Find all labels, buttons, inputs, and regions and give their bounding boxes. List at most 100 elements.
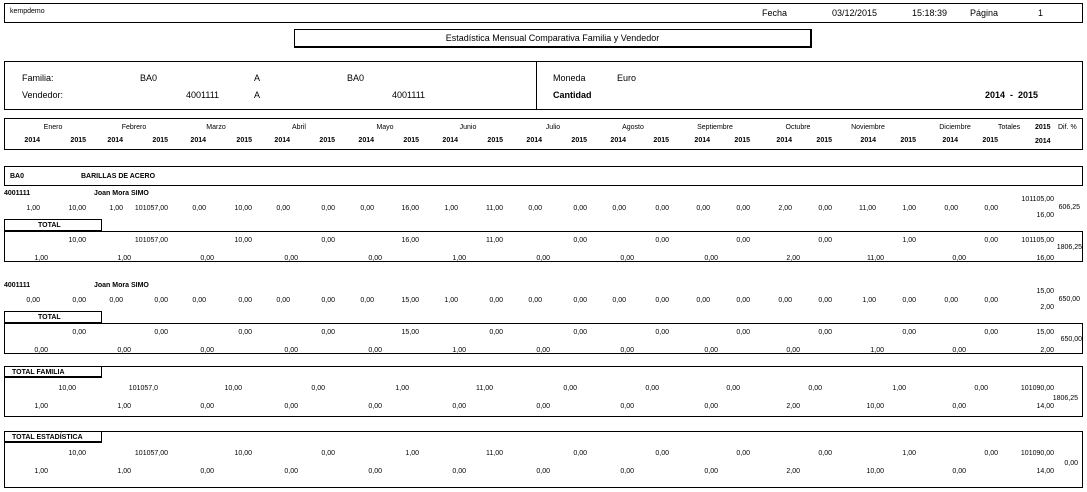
total-familia-box <box>4 366 1083 417</box>
year-header-2015: 2015 <box>152 137 168 144</box>
report-title: Estadística Mensual Comparativa Familia … <box>294 29 812 48</box>
familia-to: BA0 <box>347 73 365 83</box>
dif-label: Dif. % <box>1058 124 1077 131</box>
total-estadistica-value-2015: 0,00 <box>321 450 335 457</box>
vendor-code: 4001111 <box>4 282 31 289</box>
totales-year-2015: 2015 <box>1035 124 1051 131</box>
total-familia-value-2015: 1,00 <box>395 385 409 392</box>
month-header: Septiembre <box>697 124 733 131</box>
total-dif: 1806,25 <box>1056 244 1082 251</box>
total-estadistica-value-2014: 0,00 <box>536 468 550 475</box>
total-value-2014: 0,00 <box>620 347 634 354</box>
filters-divider <box>536 61 537 110</box>
total-value-2015: 16,00 <box>401 237 419 244</box>
total-estadistica-box <box>4 431 1083 488</box>
family-code: BA0 <box>10 173 25 180</box>
moneda-value: Euro <box>617 73 637 83</box>
year-header-2015: 2015 <box>653 137 669 144</box>
detail-value: 0,00 <box>984 297 998 304</box>
total-estadistica-value-2015: 1,00 <box>902 450 916 457</box>
total-value-2014: 1,00 <box>452 255 466 262</box>
year-header-2014: 2014 <box>190 137 206 144</box>
total-familia-value-2015: 11,00 <box>476 385 493 392</box>
vendor-name: Joan Mora SIMO <box>94 190 149 197</box>
year-header-2015: 2015 <box>900 137 916 144</box>
report-header <box>4 3 1083 23</box>
total-rows-box <box>4 323 1083 354</box>
year-header-2014: 2014 <box>860 137 876 144</box>
detail-value: 0,00 <box>736 297 750 304</box>
total-value-2015: 101057,00 <box>134 237 168 244</box>
detail-value: 0,00 <box>902 297 916 304</box>
total-value-2014: 0,00 <box>117 347 131 354</box>
detail-value: 0,00 <box>528 205 542 212</box>
month-header: Abril <box>291 124 306 131</box>
detail-value: 0,00 <box>360 297 374 304</box>
total-estadistica-value-2014: 0,00 <box>200 468 214 475</box>
detail-value: 0,00 <box>818 297 832 304</box>
year-header-2015: 2015 <box>571 137 587 144</box>
total-value-2014: 0,00 <box>200 255 214 262</box>
total-familia-value-2015: 0,00 <box>974 385 988 392</box>
detail-value: 0,00 <box>818 205 832 212</box>
total-rows-box <box>4 231 1083 262</box>
detail-value: 0,00 <box>944 297 958 304</box>
year-header-2014: 2014 <box>694 137 710 144</box>
total-value-2014: 0,00 <box>952 255 966 262</box>
total-estadistica-value-2015: 10,00 <box>234 450 252 457</box>
detail-value: 0,00 <box>655 297 669 304</box>
year-header-2015: 2015 <box>734 137 750 144</box>
month-header: Enero <box>43 124 63 131</box>
total-value-2014: 0,00 <box>786 347 800 354</box>
total-value-2015: 0,00 <box>573 329 587 336</box>
total-estadistica-value-2014: 0,00 <box>704 468 718 475</box>
total-familia-label-box <box>4 366 102 378</box>
year-header-2015: 2015 <box>816 137 832 144</box>
detail-value: 0,00 <box>276 205 290 212</box>
detail-value: 1,00 <box>444 205 458 212</box>
total-estadistica-value-2015: 0,00 <box>655 450 669 457</box>
vendor-name: Joan Mora SIMO <box>94 282 149 289</box>
total-value-2014: 0,00 <box>34 347 48 354</box>
detail-value: 0,00 <box>489 297 503 304</box>
total-value-2014: 11,00 <box>867 255 884 262</box>
detail-value: 0,00 <box>109 297 123 304</box>
detail-value: 0,00 <box>192 297 206 304</box>
total-estadistica-value-2014: 10,00 <box>866 468 884 475</box>
time-value: 15:18:39 <box>912 8 948 18</box>
detail-value: 0,00 <box>612 297 626 304</box>
month-header: Mayo <box>376 124 394 131</box>
detail-value: 0,00 <box>192 205 206 212</box>
vendedor-from: 4001111 <box>186 90 220 100</box>
total-familia-value-2015: 10,00 <box>58 385 76 392</box>
year-header-2015: 2015 <box>319 137 335 144</box>
total-estadistica-value-2015: 1,00 <box>405 450 419 457</box>
detail-value: 0,00 <box>984 205 998 212</box>
total-value-2015: 0,00 <box>655 237 669 244</box>
year-header-2015: 2015 <box>982 137 998 144</box>
detail-total-2014: 2,00 <box>1040 304 1054 311</box>
total-familia-sum-2015: 101090,00 <box>1020 385 1054 392</box>
total-value-2015: 15,00 <box>401 329 419 336</box>
total-familia-value-2014: 0,00 <box>200 403 214 410</box>
detail-total-2015: 101105,00 <box>1021 196 1054 203</box>
month-header: Marzo <box>206 124 226 131</box>
detail-value: 0,00 <box>154 297 168 304</box>
total-value-2014: 0,00 <box>284 347 298 354</box>
year-header-2014: 2014 <box>776 137 792 144</box>
total-value-2015: 1,00 <box>902 237 916 244</box>
moneda-label: Moneda <box>553 73 586 83</box>
total-value-2014: 0,00 <box>620 255 634 262</box>
family-name: BARILLAS DE ACERO <box>81 173 156 180</box>
column-header-box <box>4 118 1083 150</box>
total-familia-value-2014: 2,00 <box>786 403 800 410</box>
fecha-label: Fecha <box>762 8 788 18</box>
detail-value: 10,00 <box>234 205 252 212</box>
detail-value: 0,00 <box>26 297 40 304</box>
total-familia-dif: 1806,25 <box>1052 395 1078 402</box>
detail-total-2015: 15,00 <box>1036 288 1054 295</box>
detail-value: 0,00 <box>944 205 958 212</box>
total-estadistica-value-2015: 0,00 <box>736 450 750 457</box>
pagina-label: Página <box>970 8 999 18</box>
year-header-2014: 2014 <box>442 137 458 144</box>
